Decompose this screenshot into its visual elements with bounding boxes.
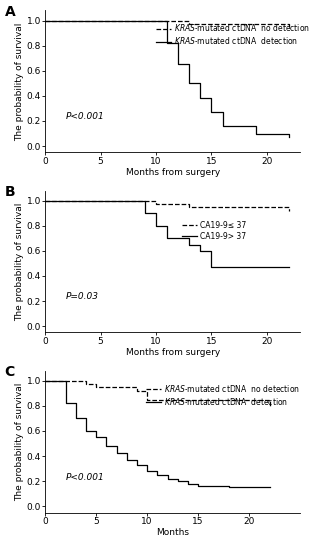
Legend: $\mathit{KRAS}$-mutated ctDNA  no detection, $\mathit{KRAS}$-mutated ctDNA  dete: $\mathit{KRAS}$-mutated ctDNA no detecti…	[146, 383, 300, 407]
Text: C: C	[4, 365, 15, 379]
Legend: CA19-9≤ 37, CA19-9> 37: CA19-9≤ 37, CA19-9> 37	[181, 221, 246, 241]
Y-axis label: The probability of survival: The probability of survival	[15, 382, 24, 501]
Text: A: A	[4, 5, 15, 19]
X-axis label: Months from surgery: Months from surgery	[125, 349, 220, 357]
Y-axis label: The probability of survival: The probability of survival	[15, 203, 24, 321]
X-axis label: Months from surgery: Months from surgery	[125, 168, 220, 178]
X-axis label: Months: Months	[156, 528, 189, 538]
Text: P<0.001: P<0.001	[66, 112, 104, 122]
Text: P=0.03: P=0.03	[66, 293, 99, 301]
Text: B: B	[4, 185, 15, 199]
Text: P<0.001: P<0.001	[66, 472, 104, 482]
Y-axis label: The probability of survival: The probability of survival	[15, 22, 24, 141]
Legend: $\mathit{KRAS}$-mutated ctDNA  no detection, $\mathit{KRAS}$-mutated ctDNA  dete: $\mathit{KRAS}$-mutated ctDNA no detecti…	[156, 22, 310, 46]
